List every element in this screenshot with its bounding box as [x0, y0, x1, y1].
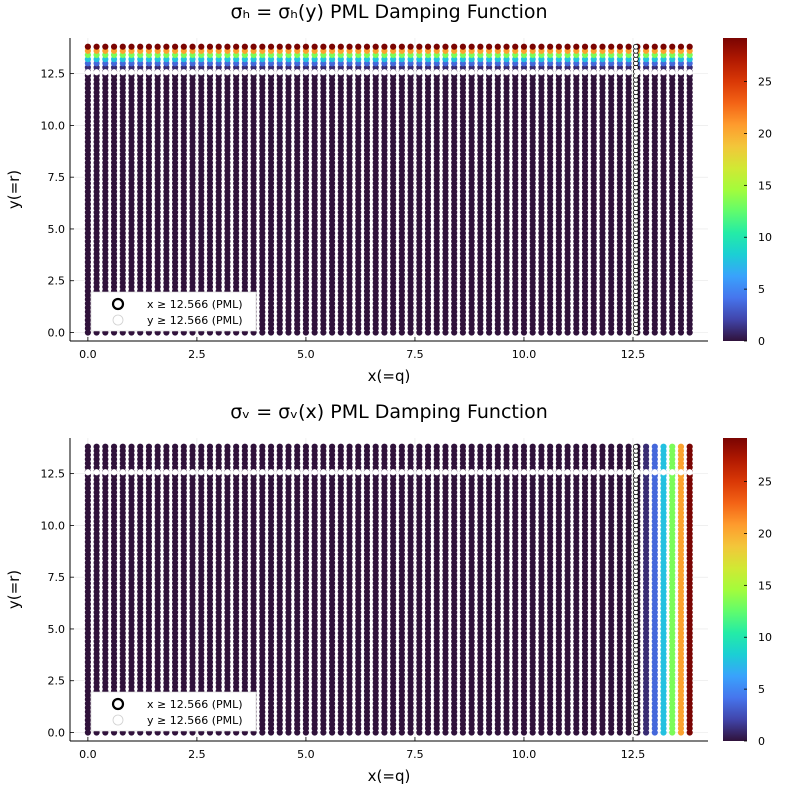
data-point: [564, 43, 571, 50]
data-point: [642, 43, 650, 50]
data-point: [102, 43, 109, 50]
pml-y-marker: [128, 69, 135, 76]
data-point: [424, 43, 432, 50]
data-point: [451, 43, 458, 50]
data-point: [459, 43, 467, 50]
data-point: [198, 43, 205, 50]
data-point: [320, 43, 327, 50]
data-point: [93, 43, 100, 50]
pml-y-marker: [137, 69, 144, 76]
pml-y-marker: [180, 69, 187, 76]
data-point: [206, 43, 214, 50]
data-point: [608, 43, 615, 50]
data-point: [294, 43, 301, 50]
data-point: [372, 43, 379, 50]
data-point: [599, 43, 606, 50]
data-point: [328, 43, 336, 50]
data-point: [128, 43, 135, 50]
pml-x-marker: [633, 43, 639, 50]
data-point: [442, 43, 449, 50]
data-point: [267, 43, 275, 50]
data-point: [669, 43, 676, 50]
data-point: [686, 43, 693, 50]
chart-title: σₕ = σₕ(y) PML Damping Function: [230, 1, 547, 23]
data-point: [215, 43, 222, 50]
data-point: [555, 43, 562, 50]
data-point: [302, 43, 310, 50]
data-point: [485, 43, 493, 50]
data-point: [233, 43, 240, 50]
data-point: [433, 43, 440, 50]
data-point: [311, 43, 318, 50]
pml-y-marker: [84, 69, 92, 76]
data-point: [512, 43, 519, 50]
data-point: [547, 43, 554, 50]
data-point: [346, 43, 353, 50]
pml-y-marker: [171, 69, 179, 76]
data-point: [381, 43, 388, 50]
data-point: [363, 43, 371, 50]
data-point: [616, 43, 624, 50]
data-point: [390, 43, 397, 50]
data-point: [503, 43, 510, 50]
data-point: [625, 43, 632, 50]
data-point: [520, 43, 528, 50]
data-point: [581, 43, 589, 50]
data-point: [660, 43, 667, 50]
data-point: [477, 43, 484, 50]
data-point: [407, 43, 414, 50]
data-point: [573, 43, 580, 50]
data-point: [163, 43, 170, 50]
pml-y-marker: [163, 69, 170, 76]
pml-y-marker: [119, 69, 126, 76]
data-point: [110, 43, 118, 50]
data-point: [172, 43, 179, 50]
pml-y-marker: [154, 69, 161, 76]
pml-y-marker: [110, 69, 118, 76]
data-point: [590, 43, 597, 50]
pml-y-marker: [93, 69, 100, 76]
data-point: [337, 43, 344, 50]
data-point: [154, 43, 161, 50]
data-point: [259, 43, 266, 50]
data-point: [137, 43, 144, 50]
data-point: [355, 43, 362, 50]
pml-y-marker: [145, 69, 153, 76]
data-point: [119, 43, 126, 50]
pml-y-marker: [102, 69, 109, 76]
data-point: [494, 43, 501, 50]
data-point: [250, 43, 257, 50]
data-point: [398, 43, 405, 50]
data-point: [677, 43, 685, 50]
data-point: [529, 43, 536, 50]
data-point: [416, 43, 423, 50]
data-point: [241, 43, 248, 50]
data-point: [180, 43, 187, 50]
data-point: [538, 43, 545, 50]
data-point: [189, 43, 196, 50]
data-point: [145, 43, 153, 50]
data-point: [84, 43, 91, 50]
data-point: [276, 43, 283, 50]
data-point: [224, 43, 231, 50]
data-point: [651, 43, 658, 50]
data-point: [285, 43, 292, 50]
data-point: [468, 43, 475, 50]
